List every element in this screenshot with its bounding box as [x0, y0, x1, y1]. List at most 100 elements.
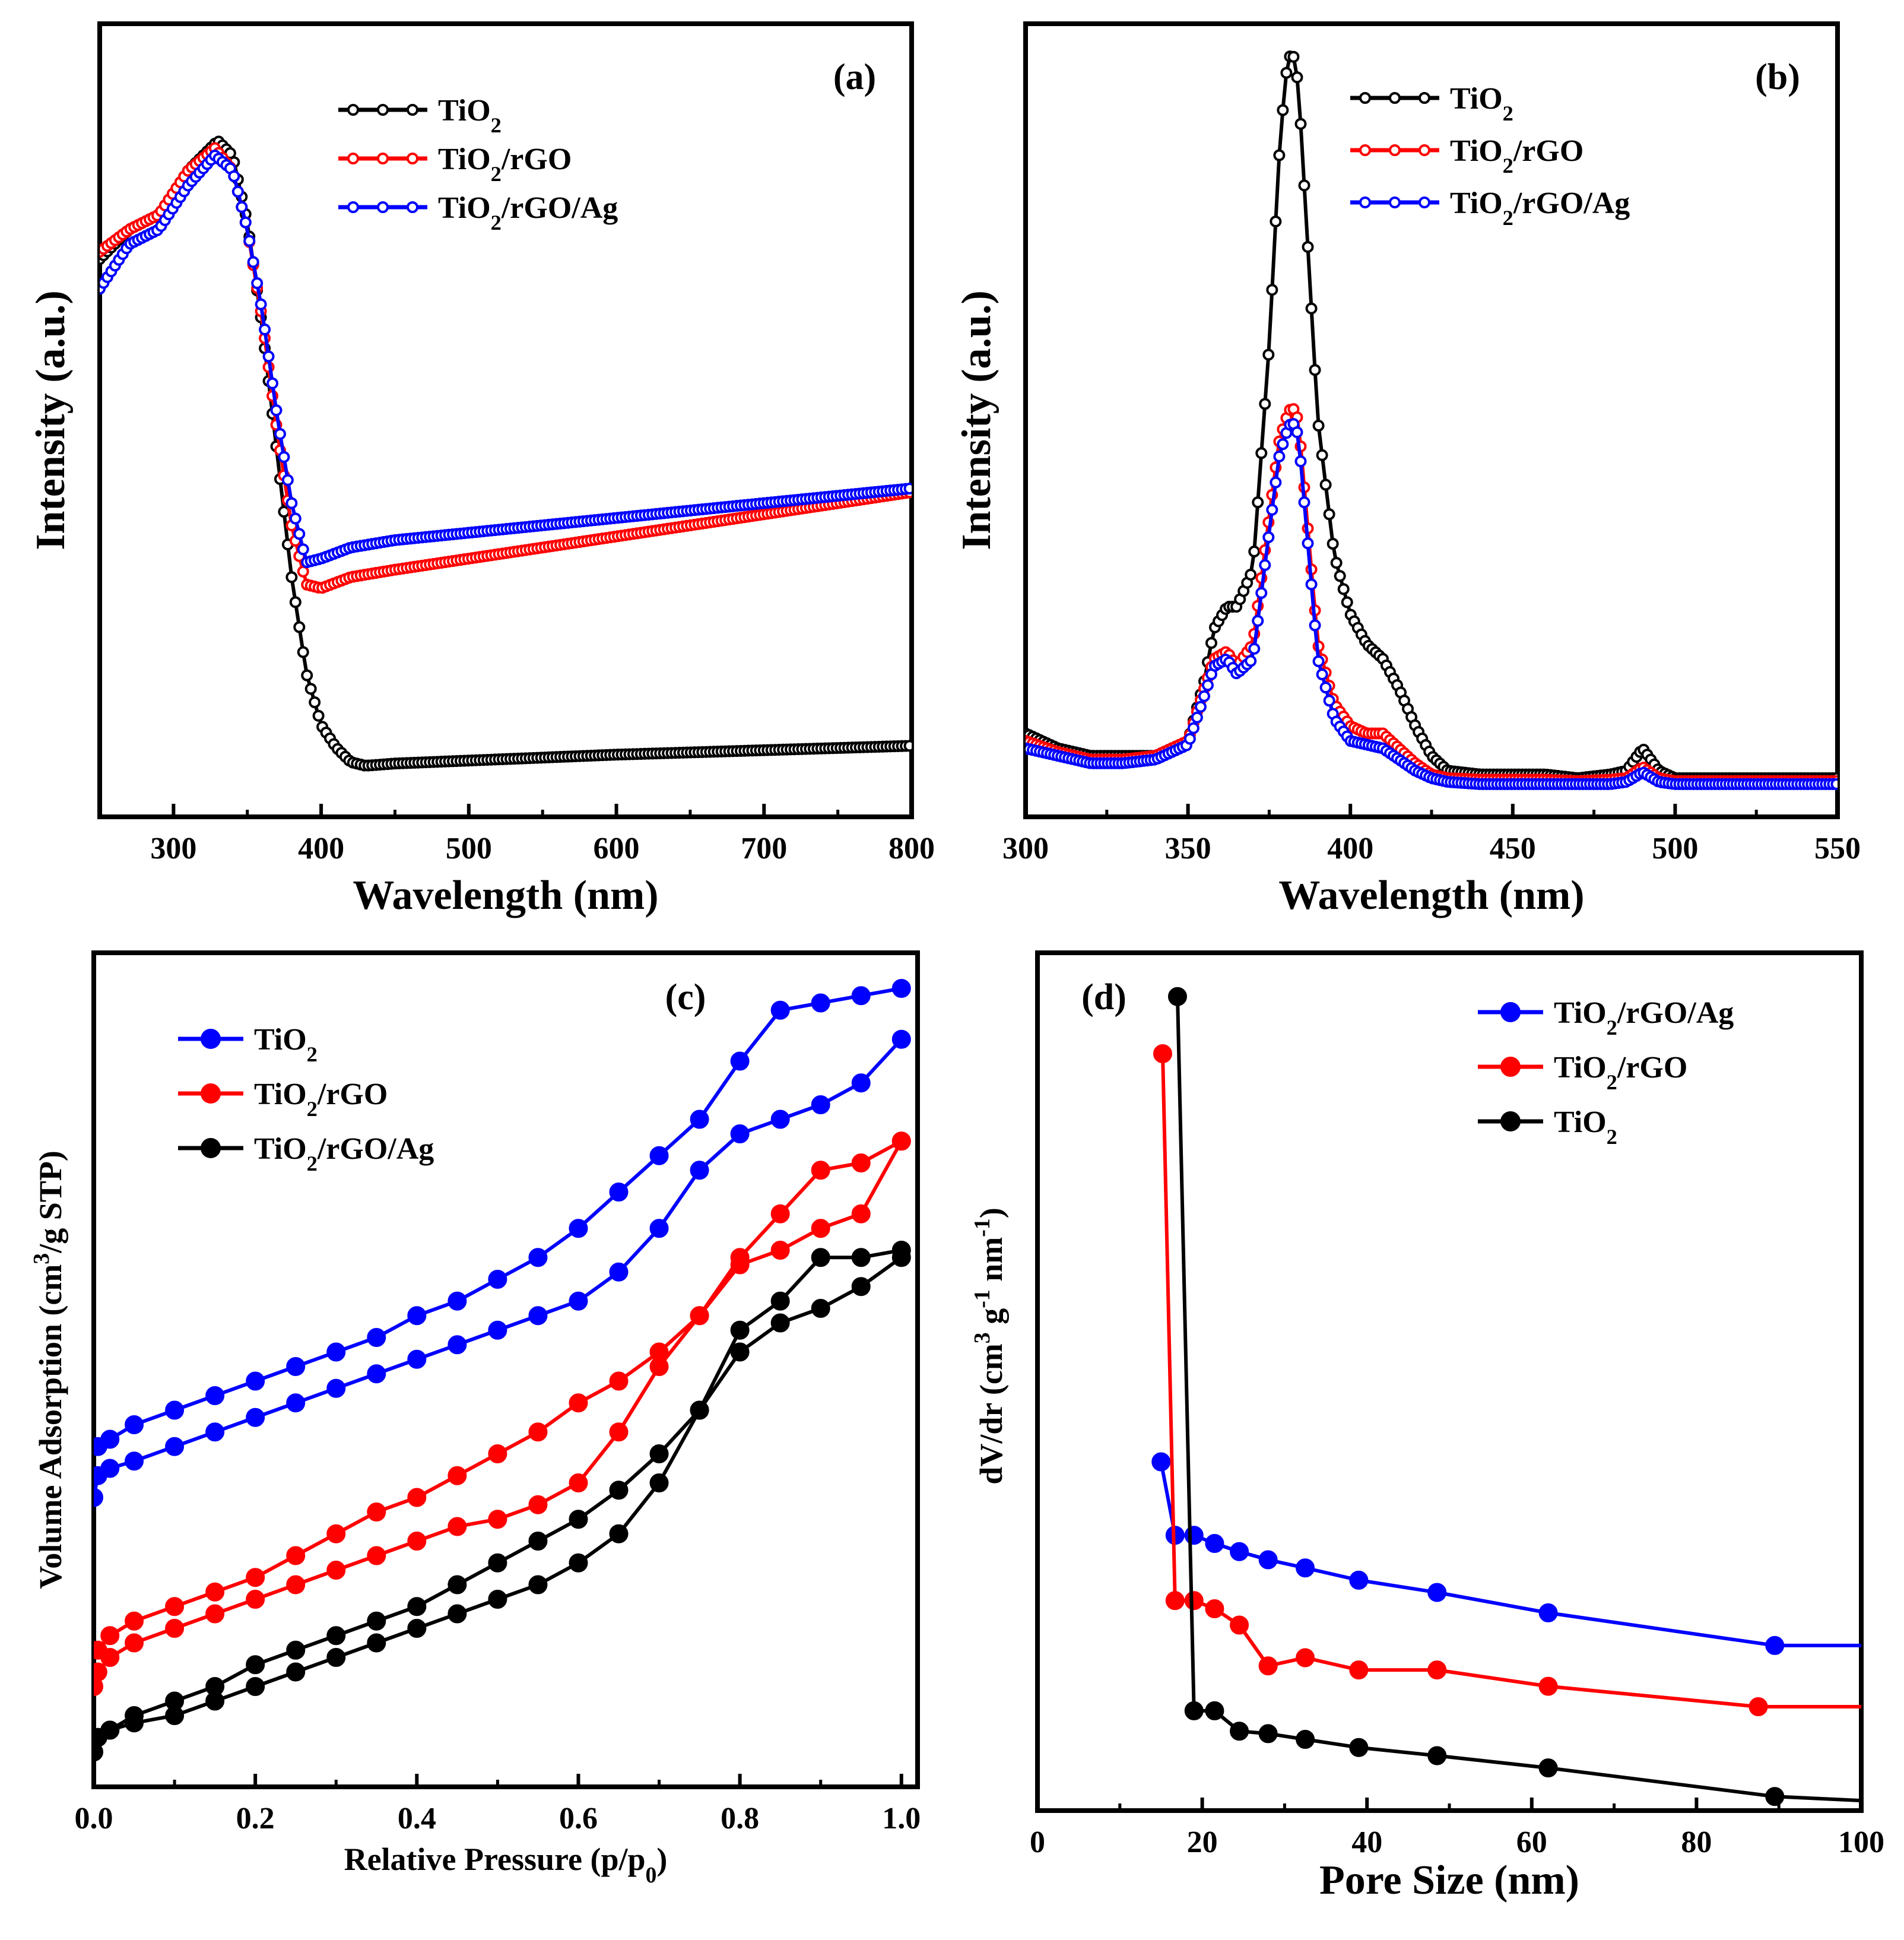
- data-point: [1296, 1558, 1315, 1578]
- data-point: [289, 512, 302, 525]
- data-point: [1319, 478, 1332, 491]
- x-tick-label: 0.4: [398, 1802, 436, 1836]
- data-point: [1323, 695, 1335, 707]
- data-point: [407, 1532, 427, 1551]
- data-point: [239, 216, 252, 229]
- data-point: [649, 1342, 669, 1362]
- data-point: [266, 377, 279, 389]
- data-point: [407, 1488, 427, 1507]
- data-point: [1262, 531, 1275, 543]
- data-point: [1151, 1452, 1171, 1472]
- legend-marker: [347, 153, 359, 164]
- legend-marker: [407, 201, 418, 213]
- data-point: [236, 201, 248, 213]
- x-tick-label: 600: [594, 832, 640, 866]
- chart-panel-1: 300 400 500 600 700 800 Wavelength (nm) Intensi…: [28, 21, 935, 918]
- legend-label: TiO2: [1554, 1105, 1617, 1149]
- data-point: [297, 565, 309, 578]
- data-point: [851, 1248, 871, 1267]
- legend-marker: [347, 104, 359, 116]
- data-point: [1153, 1044, 1172, 1063]
- x-tick-label: 450: [1490, 832, 1536, 866]
- data-point: [165, 1400, 185, 1420]
- data-point: [1273, 450, 1286, 462]
- data-point: [811, 1161, 830, 1180]
- data-point: [1296, 1648, 1315, 1668]
- data-point: [1294, 118, 1307, 130]
- data-point: [851, 1153, 871, 1172]
- data-point: [1201, 679, 1214, 692]
- panel-label: (b): [1755, 57, 1800, 97]
- panel-label: (d): [1081, 977, 1126, 1017]
- legend-label: TiO2/rGO: [438, 142, 572, 186]
- data-point: [1255, 447, 1268, 459]
- legend-label: TiO2: [438, 94, 502, 137]
- data-point: [1765, 1635, 1785, 1655]
- legend-marker: [1359, 92, 1371, 104]
- data-point: [770, 1110, 790, 1129]
- data-point: [488, 1270, 507, 1289]
- series-TiO2/rGO/Ag: [1151, 1452, 1861, 1655]
- data-point: [730, 1124, 750, 1143]
- legend-label: TiO2/rGO/Ag: [438, 191, 618, 234]
- data-point: [1309, 364, 1321, 376]
- chart-panel-4: 0 20 40 60 80 100 Pore Size (nm) dV/dr (cm3 g-1…: [970, 950, 1884, 1903]
- data-point: [247, 256, 259, 268]
- data-point: [1248, 546, 1261, 558]
- data-point: [205, 1386, 225, 1405]
- data-point: [690, 1306, 709, 1326]
- x-axis-title: Wavelength (nm): [1278, 873, 1584, 918]
- plot-frame: [1023, 21, 1840, 819]
- series-TiO2: [100, 135, 912, 772]
- data-point: [730, 1320, 750, 1340]
- legend: TiO2 TiO2/rGO TiO2/rGO/Ag: [1350, 82, 1630, 230]
- data-point: [251, 277, 264, 290]
- data-point: [1258, 1724, 1278, 1744]
- data-point: [94, 1488, 103, 1507]
- x-tick-label: 300: [1002, 832, 1049, 866]
- data-point: [125, 1451, 144, 1471]
- data-point: [1427, 1583, 1447, 1602]
- y-axis-title: Volume Adsorption (cm3/g STP): [29, 1150, 68, 1589]
- data-point: [1341, 596, 1353, 608]
- x-tick-label: 400: [298, 832, 344, 866]
- x-tick-label: 350: [1165, 832, 1211, 866]
- data-point: [285, 497, 298, 509]
- series-TiO2/rGO/Ag: [94, 1241, 911, 1762]
- data-point: [1427, 1746, 1447, 1765]
- data-point: [165, 1437, 185, 1456]
- data-point: [1291, 71, 1303, 84]
- data-point: [770, 1291, 790, 1311]
- data-point: [811, 993, 830, 1013]
- data-point: [289, 596, 302, 608]
- data-point: [165, 1597, 185, 1616]
- data-point: [246, 1408, 265, 1427]
- data-point: [262, 350, 275, 363]
- data-point: [903, 483, 912, 495]
- legend-marker: [407, 153, 418, 164]
- data-point: [528, 1306, 548, 1326]
- data-point: [1427, 1660, 1447, 1680]
- legend-marker: [1389, 144, 1401, 156]
- chart-panel-2: 300 350 400 450 500 550 Wavelength (nm) Intensi…: [954, 21, 1861, 918]
- data-point: [1165, 1591, 1185, 1611]
- data-point: [811, 1299, 830, 1318]
- data-point: [1277, 438, 1289, 451]
- data-point: [1259, 559, 1271, 571]
- series-line: [1026, 421, 1837, 786]
- data-point: [811, 1219, 830, 1238]
- data-point: [1245, 568, 1257, 581]
- data-point: [448, 1575, 467, 1595]
- data-point: [528, 1532, 548, 1551]
- data-point: [1830, 778, 1838, 790]
- data-point: [569, 1393, 588, 1413]
- data-point: [1252, 496, 1264, 509]
- y-axis-title: Intensity (a.u.): [954, 290, 999, 550]
- data-point: [609, 1481, 629, 1500]
- data-point: [1302, 240, 1314, 253]
- data-point: [165, 1691, 185, 1711]
- data-point: [1258, 1656, 1278, 1676]
- data-point: [1316, 449, 1328, 461]
- x-tick-label: 0: [1030, 1825, 1045, 1859]
- data-point: [770, 1000, 790, 1020]
